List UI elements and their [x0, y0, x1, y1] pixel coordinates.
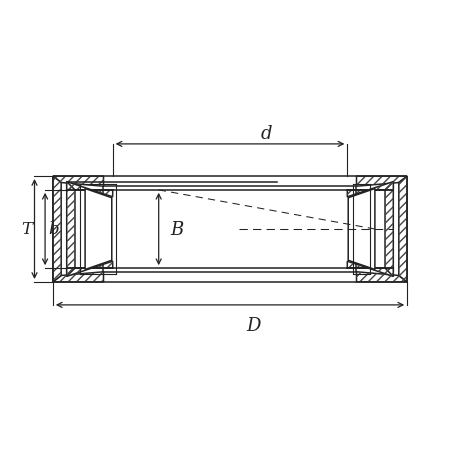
Polygon shape	[347, 262, 392, 277]
Polygon shape	[85, 189, 112, 270]
Polygon shape	[67, 182, 75, 277]
Polygon shape	[67, 182, 112, 197]
Text: b: b	[49, 221, 59, 238]
Polygon shape	[356, 272, 406, 282]
Text: d: d	[261, 124, 272, 142]
Polygon shape	[53, 177, 103, 187]
Polygon shape	[347, 189, 374, 270]
Text: B: B	[170, 220, 183, 239]
Polygon shape	[347, 182, 392, 197]
Polygon shape	[398, 177, 406, 282]
Text: T: T	[21, 221, 32, 238]
Polygon shape	[356, 177, 406, 187]
Polygon shape	[53, 177, 61, 282]
Polygon shape	[384, 182, 392, 277]
Polygon shape	[67, 262, 112, 277]
Text: D: D	[245, 317, 260, 335]
Polygon shape	[53, 272, 103, 282]
